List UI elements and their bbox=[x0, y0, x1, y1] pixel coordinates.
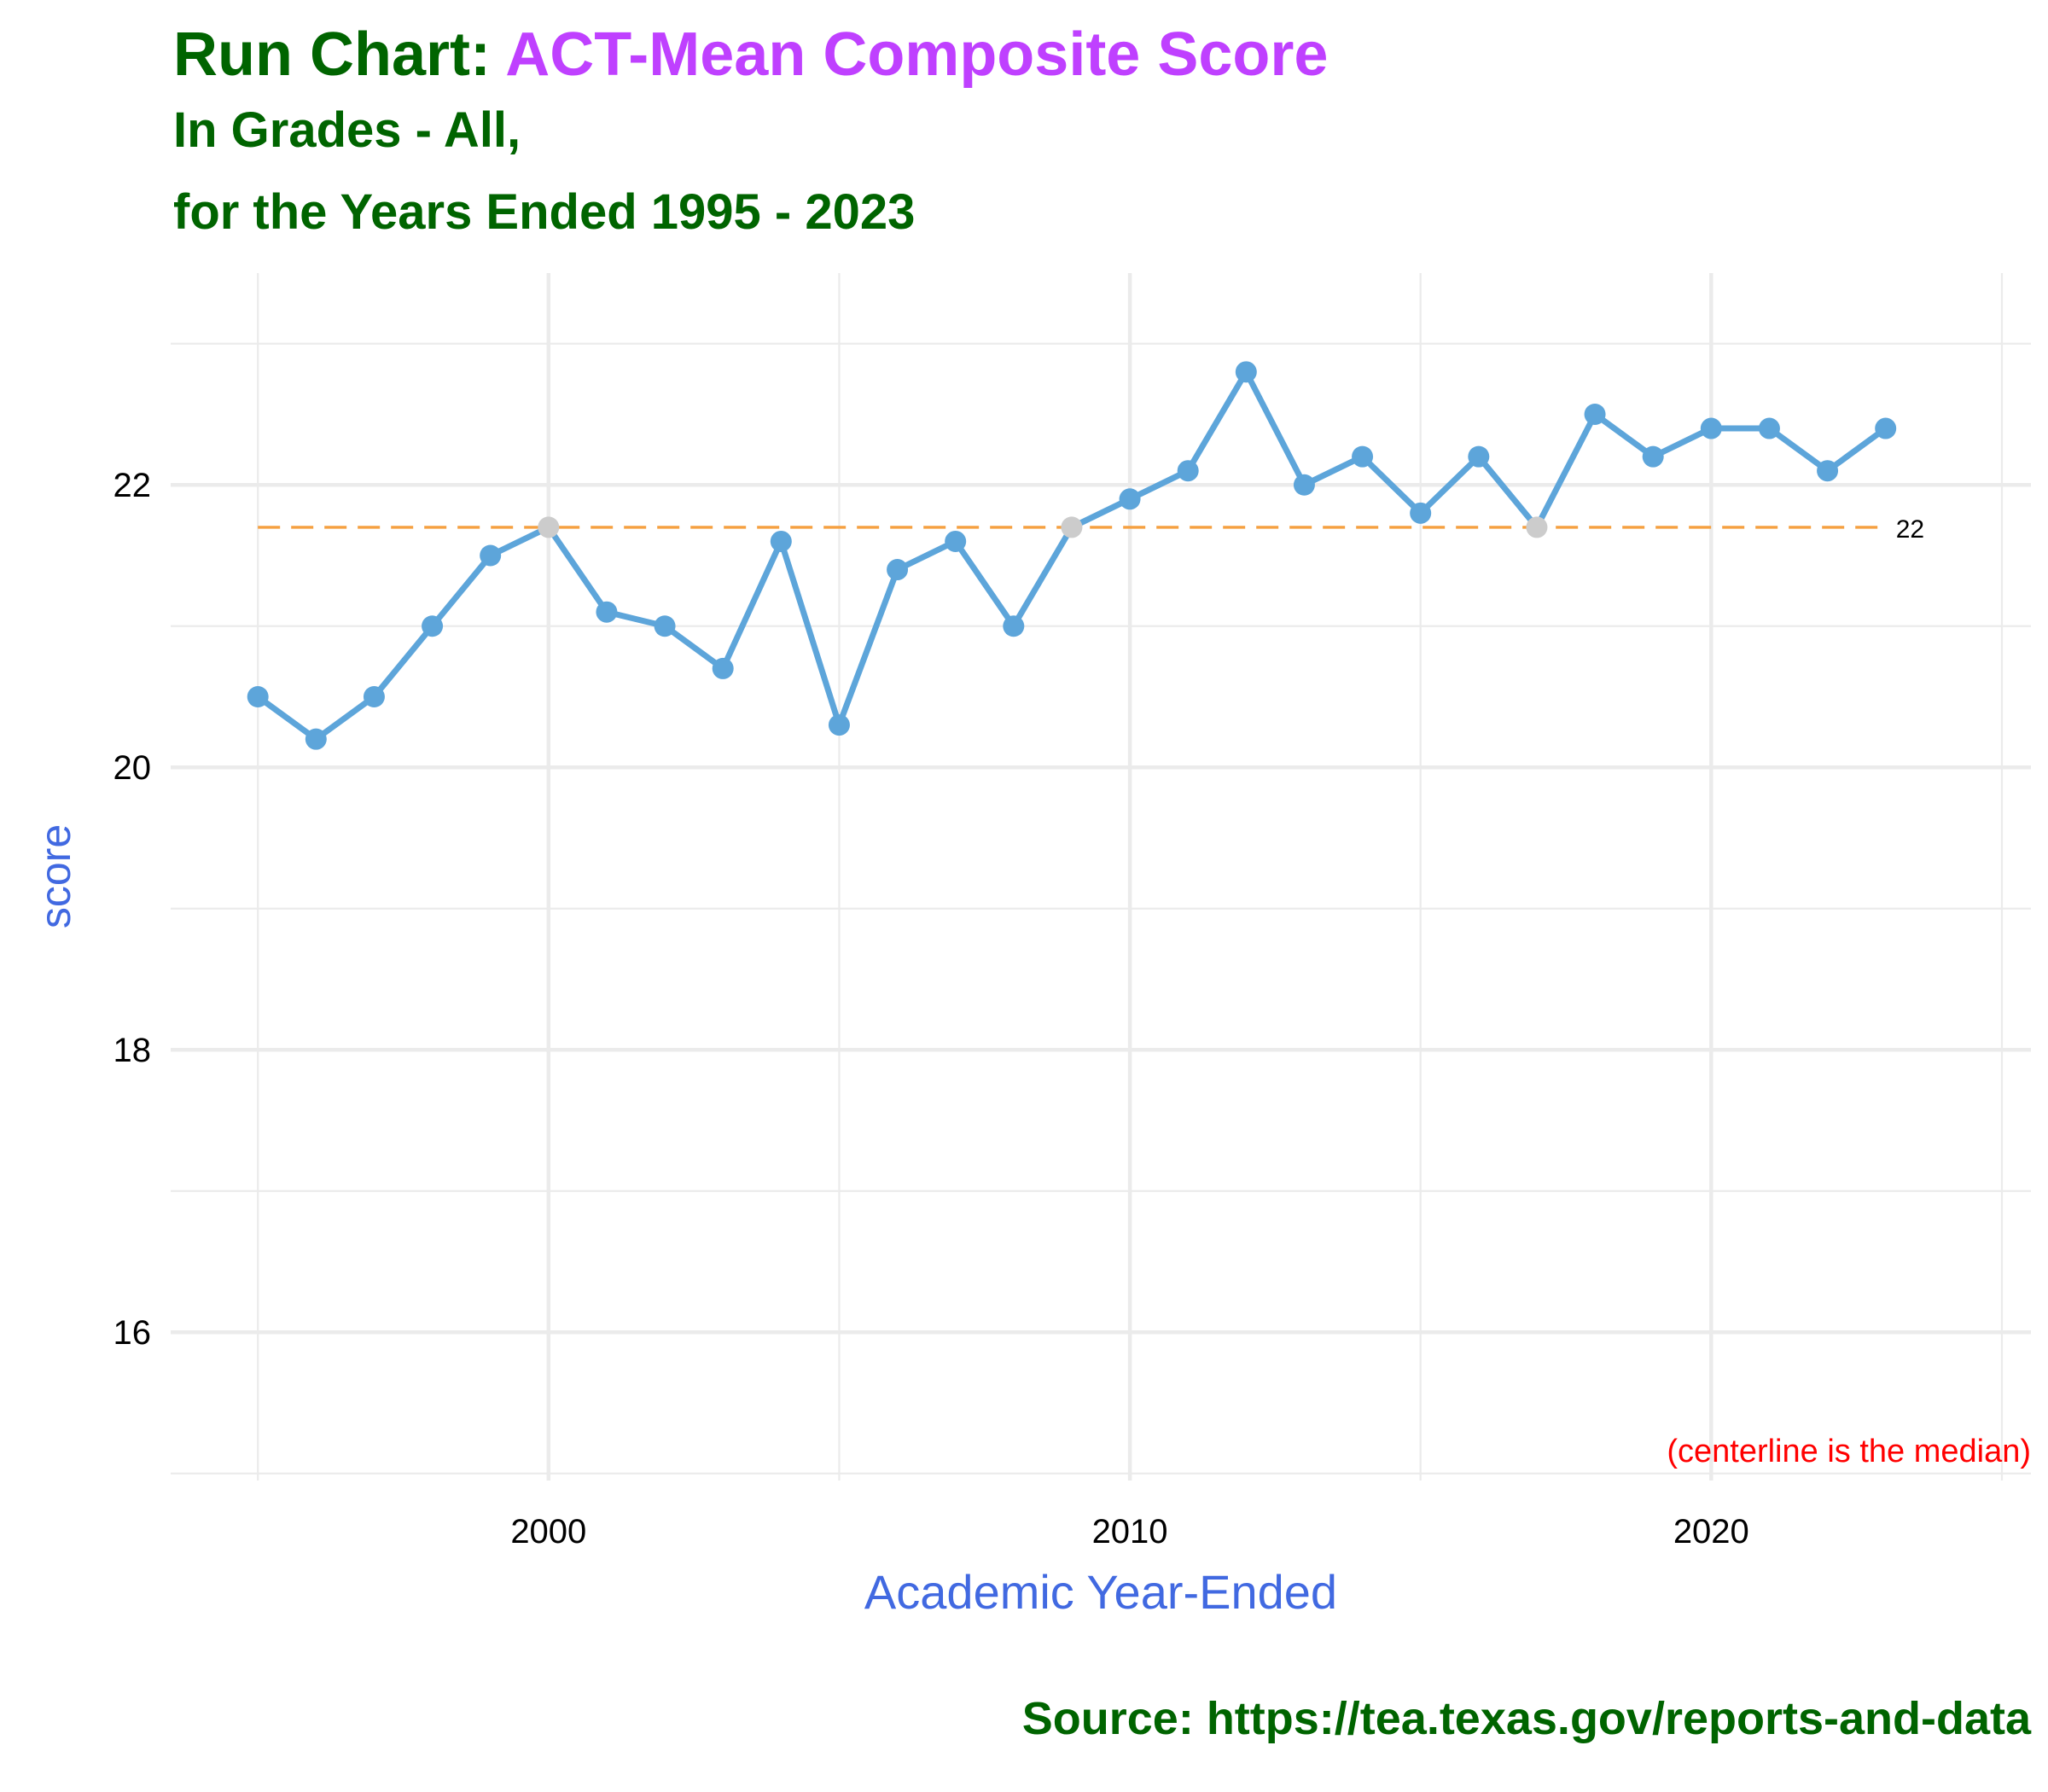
data-point bbox=[596, 601, 618, 623]
centerline-label: 22 bbox=[1896, 515, 1924, 544]
data-point bbox=[1003, 615, 1025, 637]
data-point bbox=[305, 728, 327, 750]
data-point bbox=[828, 714, 850, 736]
series-line bbox=[254, 369, 1889, 742]
data-point bbox=[1061, 516, 1083, 538]
chart-titles: Run Chart: ACT-Mean Composite Score In G… bbox=[173, 20, 1328, 240]
data-point bbox=[770, 530, 792, 552]
data-point bbox=[363, 685, 385, 707]
x-tick-label: 2000 bbox=[510, 1513, 586, 1551]
data-point bbox=[480, 544, 502, 567]
grid bbox=[171, 273, 2031, 1481]
data-point bbox=[1468, 445, 1490, 468]
data-point bbox=[1293, 474, 1315, 496]
data-point bbox=[1758, 417, 1780, 439]
data-point bbox=[538, 516, 560, 538]
data-point bbox=[1526, 516, 1548, 538]
y-tick-label: 16 bbox=[113, 1314, 152, 1352]
x-axis-title: Academic Year-Ended bbox=[864, 1565, 1337, 1619]
data-point bbox=[712, 657, 734, 679]
data-point bbox=[1875, 417, 1897, 439]
data-point bbox=[1642, 445, 1664, 468]
tick-labels: 16 18 20 22 2000 2010 2020 bbox=[113, 467, 1749, 1551]
y-tick-label: 20 bbox=[113, 749, 152, 787]
median-note: (centerline is the median) bbox=[1667, 1434, 2031, 1469]
data-point bbox=[887, 559, 909, 581]
data-point bbox=[1352, 445, 1374, 468]
data-point bbox=[1584, 403, 1606, 425]
data-point bbox=[1410, 502, 1432, 524]
data-point bbox=[654, 615, 676, 637]
series-layer bbox=[247, 361, 1897, 750]
y-axis-title: score bbox=[32, 824, 79, 928]
data-point bbox=[247, 685, 269, 707]
data-point bbox=[1119, 488, 1141, 510]
chart-subtitle-line-2: for the Years Ended 1995 - 2023 bbox=[173, 184, 915, 240]
data-point bbox=[1235, 361, 1257, 383]
source-caption: Source: https://tea.texas.gov/reports-an… bbox=[1022, 1693, 2032, 1744]
y-tick-label: 22 bbox=[113, 467, 152, 504]
data-point bbox=[1177, 460, 1199, 482]
data-point bbox=[422, 615, 444, 637]
x-tick-label: 2020 bbox=[1673, 1513, 1749, 1551]
chart-title-prefix: Run Chart: bbox=[173, 20, 505, 89]
chart-title-metric: ACT-Mean Composite Score bbox=[505, 20, 1328, 89]
data-point bbox=[945, 530, 967, 552]
chart-title: Run Chart: ACT-Mean Composite Score bbox=[173, 20, 1328, 89]
x-tick-label: 2010 bbox=[1092, 1513, 1168, 1551]
chart-subtitle-line-1: In Grades - All, bbox=[173, 102, 521, 158]
y-tick-label: 18 bbox=[113, 1032, 152, 1069]
data-point bbox=[1817, 460, 1839, 482]
data-point bbox=[1700, 417, 1722, 439]
